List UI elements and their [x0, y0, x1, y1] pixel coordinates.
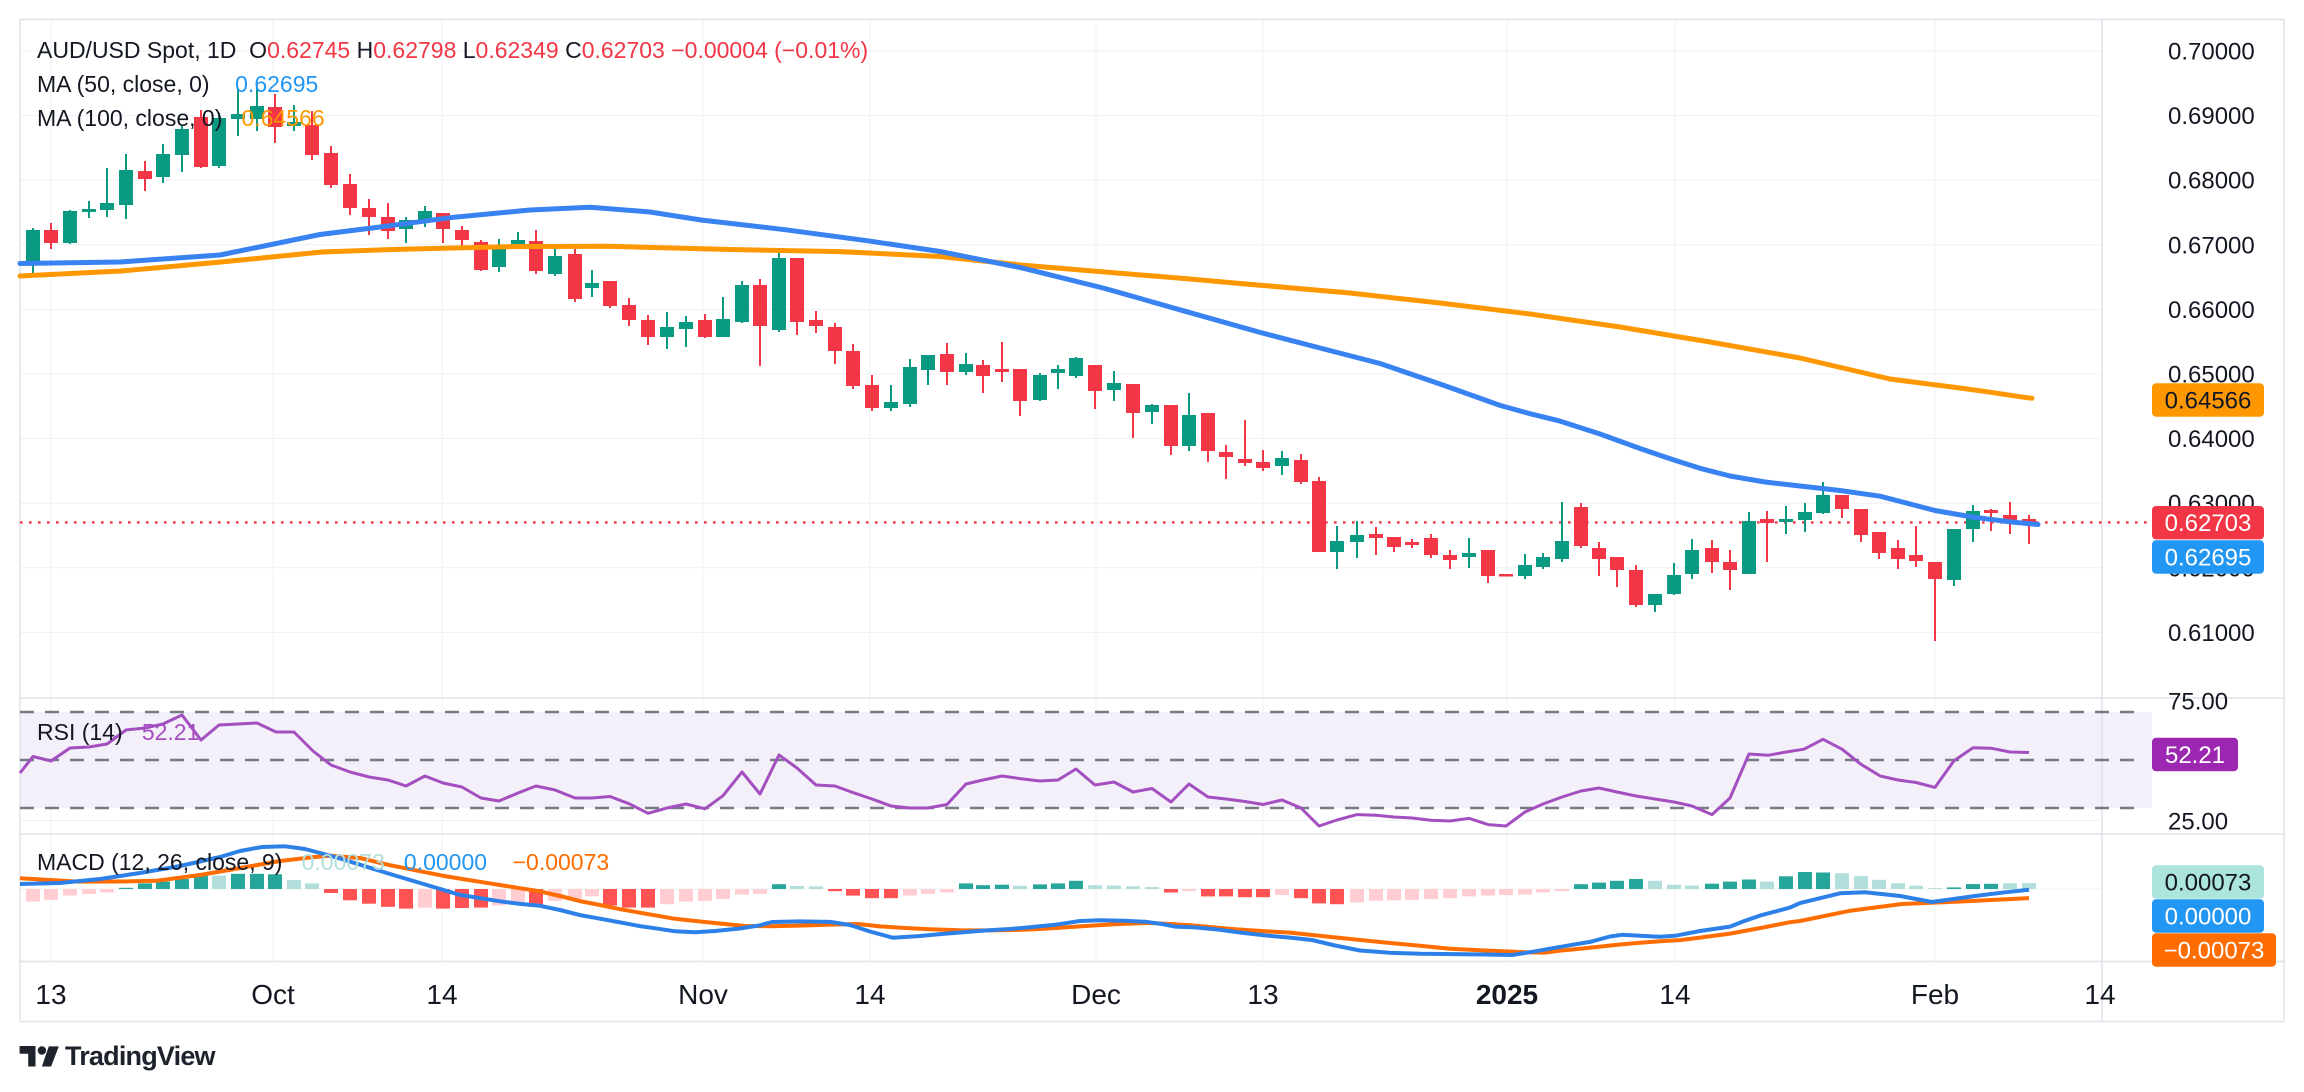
svg-text:75.00: 75.00	[2168, 689, 2228, 716]
svg-text:13: 13	[35, 979, 66, 1010]
svg-text:Nov: Nov	[678, 979, 728, 1010]
svg-text:14: 14	[2084, 979, 2115, 1010]
svg-text:Oct: Oct	[251, 979, 295, 1010]
svg-text:0.00000: 0.00000	[2165, 904, 2252, 931]
svg-text:MA (50, close, 0) 0.62695: MA (50, close, 0) 0.62695	[37, 71, 318, 97]
svg-text:0.62703: 0.62703	[2165, 510, 2252, 537]
svg-text:25.00: 25.00	[2168, 809, 2228, 836]
svg-text:0.64566: 0.64566	[2165, 388, 2252, 415]
svg-text:MA (100, close, 0) 0.64566: MA (100, close, 0) 0.64566	[37, 105, 325, 131]
svg-text:0.67000: 0.67000	[2168, 232, 2255, 259]
svg-text:RSI (14) 52.21: RSI (14) 52.21	[37, 719, 199, 745]
svg-text:−0.00073: −0.00073	[2164, 938, 2265, 965]
svg-text:0.66000: 0.66000	[2168, 297, 2255, 324]
svg-text:0.62695: 0.62695	[2165, 545, 2252, 572]
svg-text:Feb: Feb	[1911, 979, 1959, 1010]
svg-text:14: 14	[426, 979, 457, 1010]
svg-text:AUD/USD Spot, 1D O0.62745 H0.: AUD/USD Spot, 1D O0.62745 H0.62798 L0.62…	[37, 37, 868, 63]
svg-text:TradingView: TradingView	[65, 1041, 217, 1071]
svg-text:13: 13	[1247, 979, 1278, 1010]
svg-text:0.00073: 0.00073	[2165, 870, 2252, 897]
svg-text:Dec: Dec	[1071, 979, 1121, 1010]
svg-text:0.70000: 0.70000	[2168, 39, 2255, 66]
svg-text:0.69000: 0.69000	[2168, 103, 2255, 130]
svg-text:0.61000: 0.61000	[2168, 620, 2255, 647]
svg-text:14: 14	[854, 979, 885, 1010]
svg-text:14: 14	[1659, 979, 1690, 1010]
svg-text:2025: 2025	[1476, 979, 1538, 1010]
svg-text:0.68000: 0.68000	[2168, 168, 2255, 195]
svg-text:52.21: 52.21	[2165, 742, 2225, 769]
svg-text:MACD (12, 26, close, 9) 0.00: MACD (12, 26, close, 9) 0.00073 0.00000 …	[37, 849, 609, 875]
svg-text:0.64000: 0.64000	[2168, 426, 2255, 453]
